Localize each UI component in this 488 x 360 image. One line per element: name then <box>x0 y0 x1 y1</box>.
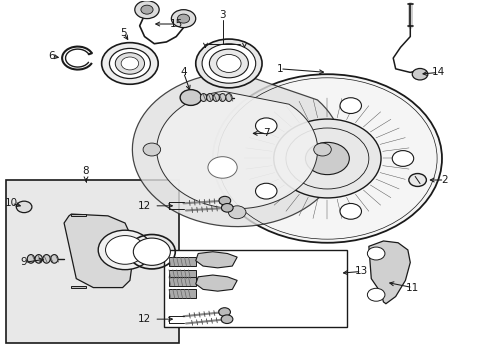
Polygon shape <box>168 277 195 286</box>
Polygon shape <box>168 289 195 298</box>
Polygon shape <box>64 214 132 288</box>
Circle shape <box>313 143 330 156</box>
Circle shape <box>218 308 230 316</box>
Text: 7: 7 <box>263 129 269 138</box>
Text: 4: 4 <box>180 67 186 77</box>
Circle shape <box>207 157 237 178</box>
Polygon shape <box>168 257 195 266</box>
Circle shape <box>228 206 245 219</box>
Polygon shape <box>132 72 341 226</box>
Circle shape <box>115 53 144 74</box>
Circle shape <box>133 238 170 265</box>
FancyBboxPatch shape <box>5 180 178 343</box>
Circle shape <box>408 174 426 186</box>
Polygon shape <box>157 91 317 209</box>
FancyBboxPatch shape <box>163 250 346 327</box>
Text: 10: 10 <box>5 198 18 208</box>
Circle shape <box>109 48 150 78</box>
Polygon shape <box>71 214 86 216</box>
Circle shape <box>219 196 230 205</box>
Polygon shape <box>71 286 86 288</box>
Circle shape <box>339 203 361 219</box>
Text: 9: 9 <box>21 257 27 267</box>
Ellipse shape <box>43 255 50 263</box>
Text: 1: 1 <box>276 64 283 74</box>
Polygon shape <box>195 252 237 268</box>
Ellipse shape <box>35 255 42 263</box>
Polygon shape <box>195 275 237 291</box>
Circle shape <box>366 247 384 260</box>
Circle shape <box>209 49 248 78</box>
Text: 2: 2 <box>440 175 447 185</box>
Text: 8: 8 <box>82 166 89 176</box>
Ellipse shape <box>225 94 232 102</box>
Circle shape <box>16 201 32 213</box>
Circle shape <box>102 42 158 84</box>
Ellipse shape <box>200 94 206 102</box>
Circle shape <box>391 150 413 166</box>
Circle shape <box>216 54 241 72</box>
Circle shape <box>255 183 276 199</box>
Circle shape <box>98 230 152 270</box>
Circle shape <box>177 14 189 23</box>
Circle shape <box>202 44 255 83</box>
Circle shape <box>366 288 384 301</box>
Ellipse shape <box>219 94 225 102</box>
Circle shape <box>255 118 276 134</box>
Circle shape <box>212 74 441 243</box>
Ellipse shape <box>206 94 213 102</box>
Ellipse shape <box>27 255 35 263</box>
Circle shape <box>135 1 159 19</box>
Text: 14: 14 <box>431 67 444 77</box>
Text: 12: 12 <box>138 201 151 211</box>
Text: 3: 3 <box>219 10 225 20</box>
Circle shape <box>143 143 160 156</box>
Circle shape <box>195 39 262 88</box>
Circle shape <box>121 57 139 70</box>
Circle shape <box>221 203 233 212</box>
Text: 15: 15 <box>169 19 183 29</box>
Circle shape <box>305 142 348 175</box>
Text: 12: 12 <box>138 314 151 324</box>
Circle shape <box>339 98 361 113</box>
Circle shape <box>221 315 232 324</box>
Text: 11: 11 <box>405 283 419 293</box>
Circle shape <box>411 68 427 80</box>
Text: 6: 6 <box>48 51 55 61</box>
Circle shape <box>105 235 144 264</box>
Ellipse shape <box>213 94 219 102</box>
Polygon shape <box>368 241 409 304</box>
Polygon shape <box>168 270 195 279</box>
Text: 5: 5 <box>120 28 126 38</box>
Ellipse shape <box>51 255 58 263</box>
Text: 13: 13 <box>354 266 367 276</box>
Circle shape <box>141 5 153 14</box>
Circle shape <box>180 90 201 105</box>
Circle shape <box>273 119 380 198</box>
Circle shape <box>171 10 195 28</box>
